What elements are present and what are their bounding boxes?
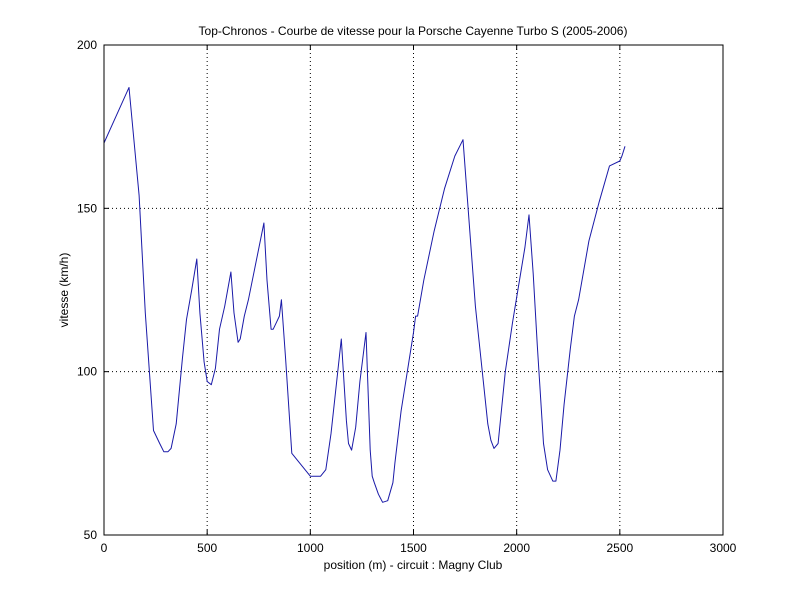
x-tick-label: 1500 bbox=[400, 541, 427, 555]
x-tick-label: 0 bbox=[101, 541, 108, 555]
grid bbox=[104, 45, 723, 535]
y-tick-label: 100 bbox=[77, 365, 97, 379]
speed-curve bbox=[103, 87, 626, 503]
x-tick-label: 3000 bbox=[710, 541, 737, 555]
axis-ticks: 0 500 1000 1500 2000 2500 3000 50 100 150 200 bbox=[77, 38, 737, 555]
x-axis-label: position (m) - circuit : Magny Club bbox=[324, 558, 503, 572]
y-tick-label: 150 bbox=[77, 201, 97, 215]
x-tick-label: 2500 bbox=[606, 541, 633, 555]
y-tick-label: 50 bbox=[84, 528, 98, 542]
y-tick-label: 200 bbox=[77, 38, 97, 52]
x-tick-label: 1000 bbox=[297, 541, 324, 555]
x-tick-label: 2000 bbox=[503, 541, 530, 555]
x-tick-label: 500 bbox=[197, 541, 217, 555]
y-axis-label: vitesse (km/h) bbox=[57, 253, 71, 328]
chart-title: Top-Chronos - Courbe de vitesse pour la … bbox=[199, 24, 628, 38]
